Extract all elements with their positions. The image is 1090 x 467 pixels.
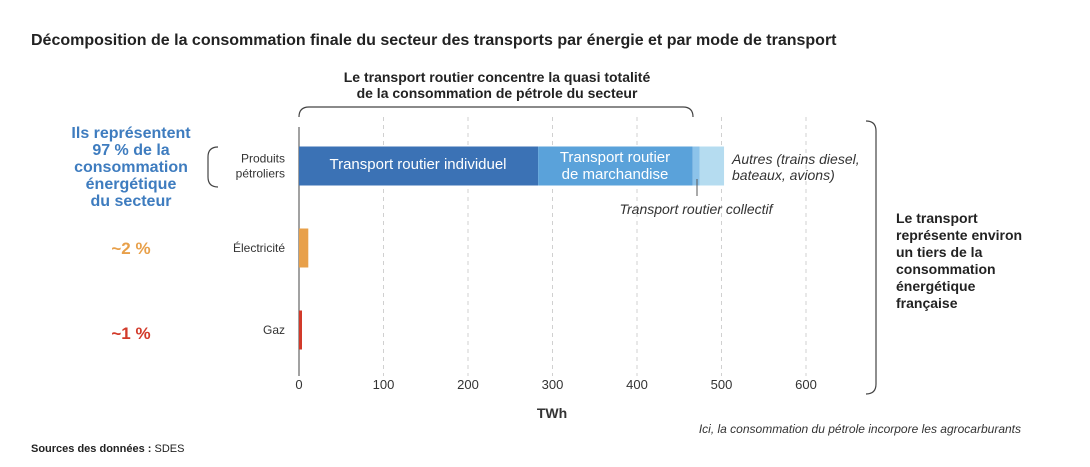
right-annotation-line-2: représente environ [896,227,1022,243]
category-label-1-0: Électricité [233,240,285,255]
x-tick-100: 100 [373,377,395,392]
top-annotation-line-1: Le transport routier concentre la quasi … [344,69,651,85]
source-line: Sources des données : SDES [31,443,184,455]
label-autres-line-2: bateaux, avions) [732,167,835,183]
bar-1-4 [299,228,309,268]
x-axis-ticks: 0 100 200 300 400 500 600 [295,377,816,392]
x-tick-300: 300 [542,377,564,392]
right-bracket [865,120,877,395]
petrole-share-line-1: Ils représentent [71,125,191,142]
right-annotation: Le transport représente environ un tiers… [865,120,1022,395]
category-label-0-0: Produits [241,152,285,166]
label-collectif: Transport routier collectif [619,201,774,217]
x-axis-title: TWh [537,405,567,421]
bar-0-1 [538,146,693,186]
petrole-share-line-2: 97 % de la [92,142,169,159]
gaz-share: ~1 % [111,324,150,343]
petrole-share-line-3: consommation [74,159,188,176]
top-annotation-line-2: de la consommation de pétrole du secteur [357,85,638,101]
bar-0-2 [692,146,700,186]
right-annotation-line-5: énergétique [896,278,976,294]
x-tick-400: 400 [626,377,648,392]
label-marchandise-line-2: de marchandise [562,166,669,183]
top-annotation: Le transport routier concentre la quasi … [298,69,694,118]
bar-0-0 [299,146,539,186]
top-bracket [298,106,694,118]
label-individuel: Transport routier individuel [329,156,506,173]
left-bracket [207,146,219,188]
petrole-share-line-4: énergétique [86,176,177,193]
label-autres-line-1: Autres (trains diesel, [731,151,860,167]
category-label-2-0: Gaz [263,323,285,337]
bar-2-5 [299,310,302,350]
chart-title: Décomposition de la consommation finale … [31,32,837,49]
right-annotation-line-6: française [896,295,958,311]
bar-0-3 [699,146,725,186]
electricite-share: ~2 % [111,239,150,258]
label-marchandise-line-1: Transport routier [560,149,670,166]
source-label: Sources des données : [31,443,151,455]
x-tick-0: 0 [295,377,302,392]
right-annotation-line-1: Le transport [896,210,978,226]
bars [299,146,725,350]
left-annotations: Ils représentent 97 % de la consommation… [71,125,219,343]
category-label-0-1: pétroliers [236,167,285,181]
segment-labels: Transport routier individuel Transport r… [329,149,859,217]
x-tick-200: 200 [457,377,479,392]
x-tick-500: 500 [711,377,733,392]
note-agrocarburants: Ici, la consommation du pétrole incorpor… [699,422,1021,436]
x-tick-600: 600 [795,377,817,392]
source-value: SDES [151,443,184,455]
right-annotation-line-3: un tiers de la [896,244,983,260]
right-annotation-line-4: consommation [896,261,996,277]
petrole-share-line-5: du secteur [91,193,172,210]
